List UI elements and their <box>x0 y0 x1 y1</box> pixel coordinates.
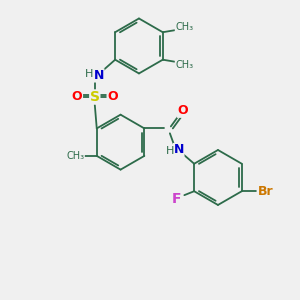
Text: CH₃: CH₃ <box>66 151 84 161</box>
Text: F: F <box>172 192 181 206</box>
Text: O: O <box>107 91 118 103</box>
Text: Br: Br <box>257 185 273 198</box>
Text: H: H <box>166 146 174 156</box>
Text: CH₃: CH₃ <box>175 60 194 70</box>
Text: N: N <box>173 143 184 157</box>
Text: S: S <box>90 90 100 104</box>
Text: H: H <box>85 69 93 80</box>
Text: O: O <box>177 104 188 117</box>
Text: N: N <box>94 69 104 82</box>
Text: O: O <box>72 91 83 103</box>
Text: CH₃: CH₃ <box>175 22 194 32</box>
